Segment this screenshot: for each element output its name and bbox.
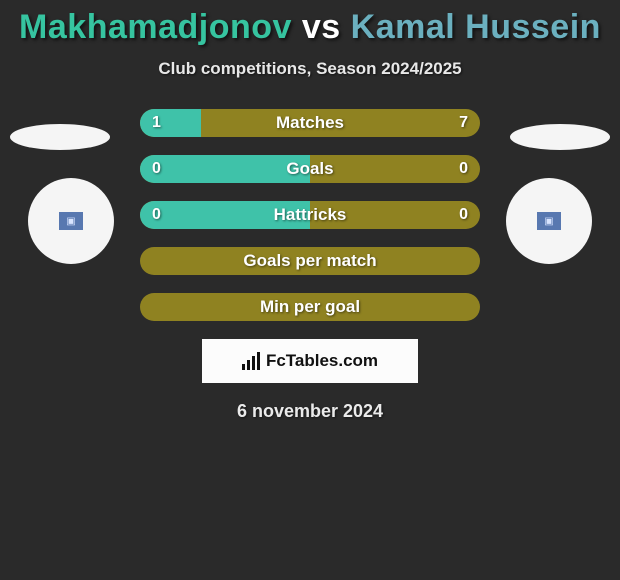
brand-box: FcTables.com — [202, 339, 418, 383]
stat-label: Min per goal — [140, 297, 480, 317]
brand-text: FcTables.com — [266, 351, 378, 371]
club-badge-left: ▣ — [28, 178, 114, 264]
club-badge-right: ▣ — [506, 178, 592, 264]
bar-chart-icon — [242, 352, 260, 370]
stat-row-goals-per-match: Goals per match — [140, 247, 480, 275]
stat-row-matches: 17Matches — [140, 109, 480, 137]
subtitle: Club competitions, Season 2024/2025 — [0, 59, 620, 79]
stat-row-goals: 00Goals — [140, 155, 480, 183]
player2-name: Kamal Hussein — [351, 8, 601, 46]
stat-row-min-per-goal: Min per goal — [140, 293, 480, 321]
vs-separator: vs — [302, 8, 341, 46]
country-pill-left — [10, 124, 110, 150]
generated-date: 6 november 2024 — [0, 401, 620, 422]
placeholder-icon: ▣ — [537, 212, 561, 230]
placeholder-icon: ▣ — [59, 212, 83, 230]
comparison-bars: 17Matches 00Goals 00Hattricks Goals per mat… — [140, 109, 480, 321]
stat-label: Hattricks — [140, 205, 480, 225]
country-pill-right — [510, 124, 610, 150]
stat-label: Matches — [140, 113, 480, 133]
stat-label: Goals per match — [140, 251, 480, 271]
stat-label: Goals — [140, 159, 480, 179]
page-title: Makhamadjonov vs Kamal Hussein — [0, 0, 620, 47]
stat-row-hattricks: 00Hattricks — [140, 201, 480, 229]
player1-name: Makhamadjonov — [19, 8, 292, 46]
